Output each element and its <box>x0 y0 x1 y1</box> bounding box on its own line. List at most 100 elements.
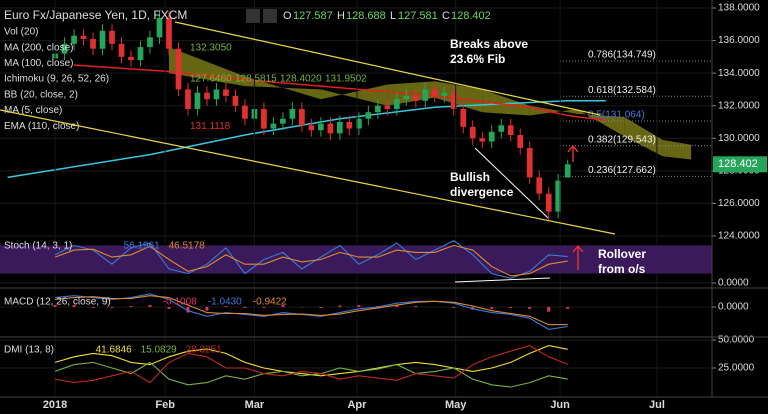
candle-body <box>318 123 324 131</box>
candle-body <box>270 123 277 129</box>
indicator-line <box>55 295 568 326</box>
ichimoku-cloud <box>168 47 245 87</box>
histogram-bar <box>281 305 285 307</box>
ichimoku-cloud <box>244 76 321 100</box>
candle-body <box>327 123 334 134</box>
ichimoku-cloud <box>482 89 530 116</box>
legend-label: Ichimoku (9, 26, 52, 26) <box>4 74 109 85</box>
candle-body <box>175 48 182 90</box>
legend-value: 46.5178 <box>169 241 206 252</box>
ohlc-letter: L <box>390 10 396 22</box>
legend-value: 28.3251 <box>186 345 223 356</box>
icon <box>246 9 260 23</box>
fib-label: 0.786(134.749) <box>588 50 656 61</box>
annotation: 23.6% Fib <box>450 52 505 66</box>
histogram-bar <box>414 306 418 307</box>
histogram-bar <box>91 306 95 308</box>
histogram-bar <box>566 306 570 309</box>
indicator-line <box>55 293 568 330</box>
x-tick-label: Mar <box>245 399 265 411</box>
ohlc-value: 128.402 <box>451 10 491 22</box>
candle-body <box>137 47 144 61</box>
annotation: divergence <box>450 185 514 199</box>
indicator-line <box>54 244 568 277</box>
y-tick-label: 134.0000 <box>718 68 760 79</box>
candle-body <box>261 108 267 129</box>
candle-body <box>536 177 543 194</box>
candle-body <box>422 89 429 101</box>
icon <box>263 9 277 23</box>
ma-line <box>73 64 606 122</box>
candle-body <box>99 30 106 49</box>
pane-title: DMI (13, 8) <box>4 345 54 356</box>
annotation: Breaks above <box>450 37 528 51</box>
legend-label: BB (20, close, 2) <box>4 89 78 100</box>
legend-label: EMA (110, close) <box>4 121 79 132</box>
ichimoku-cloud <box>662 139 692 160</box>
histogram-bar <box>129 306 133 307</box>
candle-body <box>384 105 391 109</box>
histogram-bar <box>338 305 342 307</box>
ohlc-letter: O <box>283 10 292 22</box>
price-tag <box>713 156 767 173</box>
header: Euro Fx/Japanese Yen, 1D, FXCM O 127.587… <box>4 8 491 23</box>
candle-body <box>185 89 191 109</box>
trendline <box>174 21 601 116</box>
indicator-line <box>55 345 568 384</box>
y-tick-label: 138.0000 <box>718 3 760 14</box>
candle-body <box>498 125 505 132</box>
y-tick-label: 124.0000 <box>718 231 760 242</box>
legend-label: MA (100, close) <box>4 58 73 69</box>
candle-body <box>280 118 286 124</box>
candle-body <box>403 95 410 100</box>
candle-body <box>564 164 571 178</box>
legend-value: 41.6846 <box>96 345 133 356</box>
arrow <box>567 144 579 162</box>
histogram-bar <box>205 306 209 311</box>
candle-body <box>488 131 495 142</box>
ohlc-value: 127.587 <box>293 10 333 22</box>
histogram-bar <box>528 306 532 309</box>
histogram-bar <box>262 306 266 308</box>
histogram-bar <box>547 306 551 312</box>
legend-label: MA (5, close) <box>4 105 62 116</box>
candle-body <box>223 89 229 96</box>
candle-body <box>431 89 438 96</box>
x-tick-label: Apr <box>347 399 367 411</box>
pane-title: MACD (12, 26, close, 9) <box>4 297 111 308</box>
candle-body <box>71 35 77 44</box>
y-tick-label: 0.0000 <box>718 278 749 289</box>
candle-body <box>460 108 467 127</box>
candle-body <box>517 135 524 149</box>
histogram-bar <box>167 306 171 309</box>
histogram-bar <box>490 306 494 309</box>
candle-body <box>80 35 87 39</box>
fib-label: 0.382(129.543) <box>588 134 656 145</box>
x-tick-label: Feb <box>155 399 175 411</box>
ichimoku-cloud <box>624 117 663 157</box>
price-tag-label: 128.402 <box>718 158 758 170</box>
candle-body <box>374 105 381 113</box>
candle-body <box>346 122 353 129</box>
candle-body <box>61 43 68 54</box>
y-tick-label: 126.0000 <box>718 198 760 209</box>
candle-body <box>507 125 514 136</box>
candle-body <box>355 118 362 129</box>
pane-title: Stoch (14, 3, 1) <box>4 241 72 252</box>
divergence-line <box>474 147 549 219</box>
legend-value: -1.0430 <box>208 297 242 308</box>
candle-body <box>118 43 125 57</box>
legend-value: 131.1118 <box>190 121 231 132</box>
y-tick-label: 130.0000 <box>718 133 760 144</box>
candle-body <box>242 105 248 119</box>
ichimoku-cloud <box>577 108 625 137</box>
candle-body <box>166 17 172 49</box>
histogram-bar <box>72 305 76 307</box>
legend-value: 127.6460 <box>190 74 232 85</box>
ohlc-value: 127.581 <box>398 10 438 22</box>
histogram-bar <box>319 306 323 308</box>
legend-label: Vol (20) <box>4 27 38 38</box>
candle-body <box>308 125 315 131</box>
annotation: Rollover <box>598 247 646 261</box>
chart-title: Euro Fx/Japanese Yen, 1D, FXCM <box>4 8 187 22</box>
